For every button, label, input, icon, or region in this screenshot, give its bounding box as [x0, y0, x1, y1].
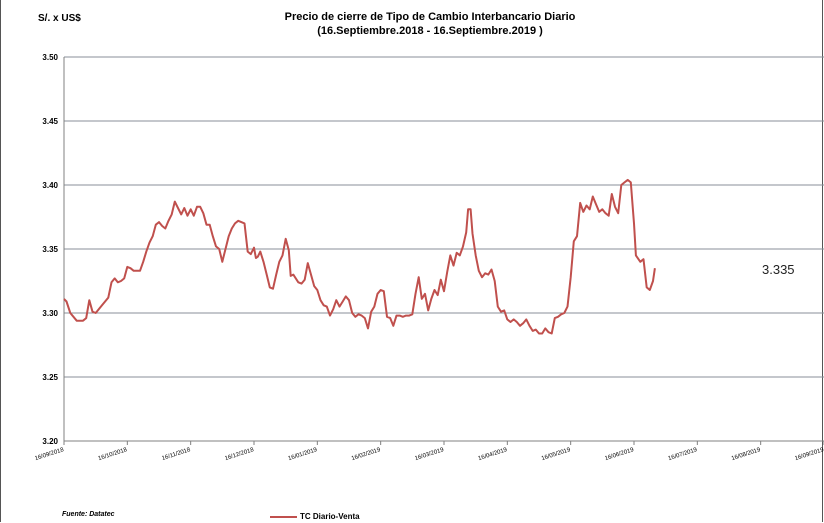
series-line: [63, 178, 656, 335]
y-axis-label: S/. x US$: [38, 13, 81, 24]
x-tick-label: 16/07/2019: [668, 447, 699, 462]
x-tick-label: 16/05/2019: [541, 447, 572, 462]
x-tick-label: 16/04/2019: [478, 447, 509, 462]
x-tick-label: 16/10/2018: [98, 447, 129, 462]
x-tick-label: 16/09/2018: [34, 447, 65, 462]
y-tick-label: 3.25: [42, 373, 58, 382]
chart-title: Precio de cierre de Tipo de Cambio Inter…: [284, 11, 576, 23]
x-tick-label: 16/03/2019: [414, 447, 445, 462]
legend-swatch: [270, 515, 297, 518]
x-tick-label: 16/11/2018: [161, 447, 192, 462]
x-tick-label: 16/09/2019: [794, 447, 824, 462]
y-tick-label: 3.40: [42, 181, 58, 190]
y-tick-label: 3.20: [42, 437, 58, 446]
x-tick-label: 16/01/2019: [288, 447, 319, 462]
legend-label: TC Diario-Venta: [300, 512, 360, 521]
y-tick-label: 3.45: [42, 117, 58, 126]
y-tick-label: 3.35: [42, 245, 58, 254]
x-tick-label: 16/02/2019: [351, 447, 382, 462]
x-tick-label: 16/12/2018: [224, 447, 255, 462]
y-tick-label: 3.50: [42, 53, 58, 62]
x-tick-label: 16/06/2019: [604, 447, 635, 462]
x-tick-label: 16/08/2019: [731, 447, 762, 462]
last-value-annotation: 3.335: [762, 262, 795, 277]
y-tick-label: 3.30: [42, 309, 58, 318]
legend: TC Diario-Venta: [270, 512, 360, 521]
chart-subtitle: (16.Septiembre.2018 - 16.Septiembre.2019…: [317, 25, 543, 37]
source-note: Fuente: Datatec: [62, 511, 115, 518]
